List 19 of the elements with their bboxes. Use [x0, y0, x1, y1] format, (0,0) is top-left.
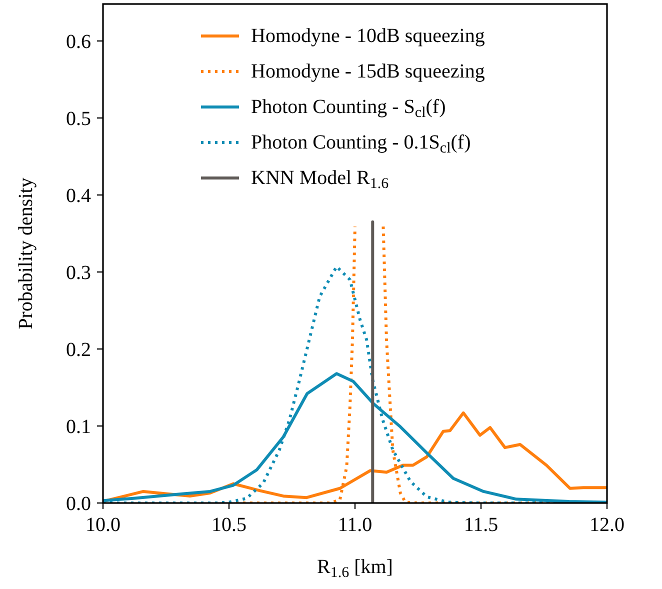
legend-label: Homodyne - 15dB squeezing	[251, 60, 485, 82]
x-tick-label: 10.5	[212, 514, 246, 536]
y-tick-label: 0.3	[66, 262, 91, 284]
y-axis-title: Probability density	[15, 178, 37, 330]
x-tick-label: 10.0	[86, 514, 120, 536]
legend-label: KNN Model R$_{1.6}$	[251, 167, 390, 192]
legend-label: Homodyne - 10dB squeezing	[251, 25, 485, 47]
y-tick-label: 0.5	[66, 108, 91, 130]
x-axis-title: R$_{1.6}$ [km]	[317, 556, 393, 581]
y-tick-label: 0.4	[66, 184, 91, 207]
legend-label: Photon Counting - 0.1S$_{cl}$(f)	[251, 132, 471, 156]
x-tick-label: 11.0	[338, 514, 372, 536]
x-tick-label: 11.5	[464, 514, 498, 536]
y-tick-label: 0.1	[66, 416, 91, 438]
legend-label: Photon Counting - S$_{cl}$(f)	[251, 96, 446, 121]
x-tick-label: 12.0	[590, 514, 624, 536]
y-tick-label: 0.0	[66, 493, 91, 515]
y-tick-label: 0.6	[66, 30, 91, 53]
y-tick-label: 0.2	[66, 338, 91, 361]
